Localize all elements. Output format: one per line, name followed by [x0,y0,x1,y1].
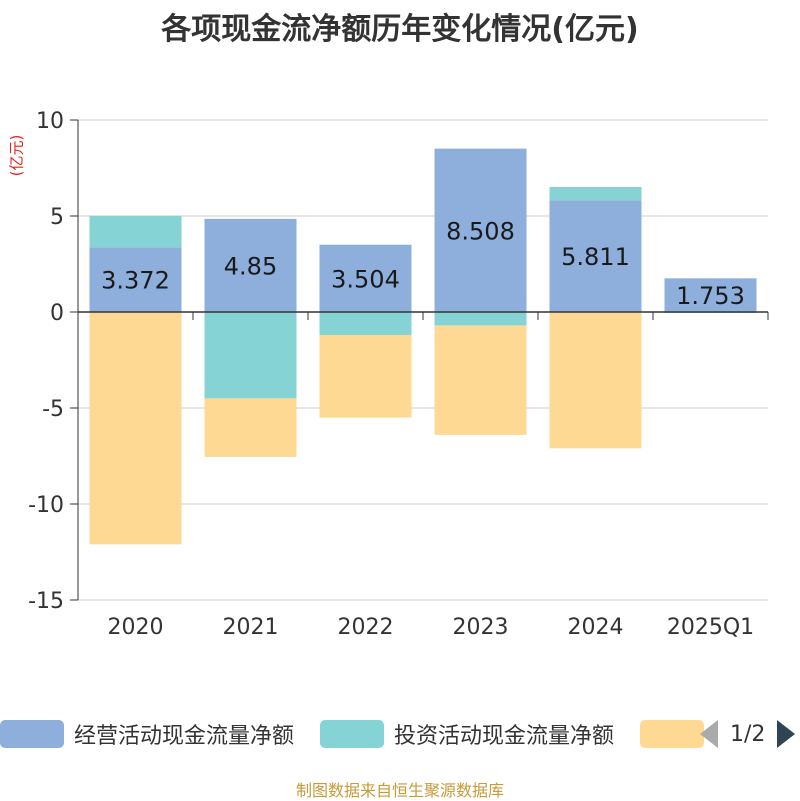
data-label-operating-2025Q1: 1.753 [676,282,745,310]
legend-item-investing[interactable]: 投资活动现金流量净额 [320,716,614,752]
legend-label-operating: 经营活动现金流量净额 [74,724,295,749]
y-tick-label: 5 [50,205,64,230]
y-tick-label: -10 [28,493,64,518]
legend-label-investing: 投资活动现金流量净额 [394,724,615,749]
bar-investing-2022[interactable] [319,312,412,336]
bar-financing-2023[interactable] [434,325,527,435]
x-tick-label: 2022 [338,615,394,640]
x-tick-label: 2021 [223,615,279,640]
legend-swatch-financing [640,720,704,748]
bar-operating-2023[interactable] [434,148,527,312]
chart-title: 各项现金流净额历年变化情况(亿元) [161,12,639,47]
data-source-note: 制图数据来自恒生聚源数据库 [295,781,504,800]
y-tick-label: -5 [42,397,64,422]
legend-item-financing[interactable] [640,716,704,752]
data-label-operating-2020: 3.372 [101,267,170,295]
y-tick-label: -15 [28,589,64,614]
data-label-operating-2022: 3.504 [331,265,400,293]
legend-next-page-icon[interactable] [777,720,796,748]
bar-operating-2022[interactable] [319,244,412,312]
legend-pager: 1/2 [700,716,796,752]
bar-operating-2024[interactable] [549,200,642,312]
y-tick-label: 0 [50,301,64,326]
bar-investing-2020[interactable] [89,215,182,248]
legend: 经营活动现金流量净额 投资活动现金流量净额 1/2 [0,716,800,752]
data-label-operating-2023: 8.508 [446,217,515,245]
data-label-operating-2024: 5.811 [561,243,630,271]
x-tick-label: 2023 [453,615,509,640]
bar-financing-2021[interactable] [204,398,297,457]
data-label-operating-2021: 4.85 [224,252,277,280]
bar-financing-2024[interactable] [549,312,642,449]
legend-swatch-investing [320,720,384,748]
legend-page-indicator: 1/2 [730,721,766,747]
bar-investing-2024[interactable] [549,186,642,201]
x-tick-label: 2024 [568,615,624,640]
bar-investing-2021[interactable] [204,312,297,399]
bar-operating-2020[interactable] [89,247,182,312]
bar-financing-2020[interactable] [89,312,182,545]
x-tick-label: 2025Q1 [667,615,754,640]
bar-operating-2025Q1[interactable] [664,278,757,312]
legend-item-operating[interactable]: 经营活动现金流量净额 [0,716,294,752]
legend-swatch-operating [0,720,64,748]
bar-financing-2022[interactable] [319,335,412,418]
bar-operating-2021[interactable] [204,218,297,312]
y-tick-label: 10 [36,109,64,134]
stacked-bar-chart: 10 5 0 -5 -10 -15 3.372 2020 4.85 2021 3.504 2022 8.… [28,109,769,640]
x-tick-label: 2020 [108,615,164,640]
legend-prev-page-icon[interactable] [700,720,718,748]
bar-investing-2023[interactable] [434,312,527,326]
